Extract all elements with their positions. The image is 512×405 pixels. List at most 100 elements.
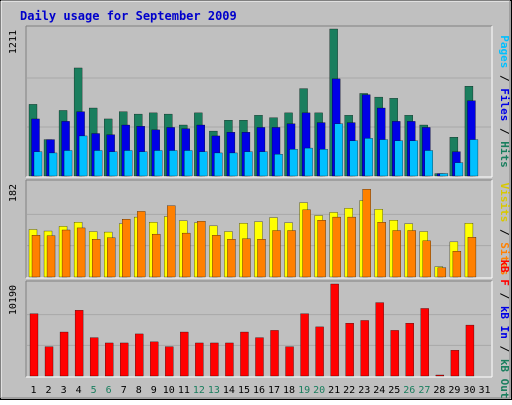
bar-kb-f-day-18 [285,346,294,377]
bar-kb-f-day-20 [315,326,324,377]
bar-pages-day-3 [63,150,73,177]
side-label-part: kB Out [498,359,511,399]
bar-sites-day-20 [317,220,326,278]
bar-kb-f-day-8 [135,333,144,377]
bar-kb-f-day-21 [330,283,339,377]
x-day-label: 19 [298,385,310,396]
bar-pages-day-1 [33,151,43,177]
bar-kb-f-day-13 [210,342,219,377]
bar-pages-day-6 [109,151,118,177]
bar-sites-day-12 [197,221,206,278]
bar-pages-day-23 [364,138,373,177]
bar-kb-f-day-22 [345,323,354,377]
x-day-label: 5 [91,385,97,396]
bar-kb-f-day-2 [44,346,54,377]
x-day-label: 7 [121,385,127,396]
bar-sites-day-18 [287,230,296,278]
side-label-part: / [498,68,511,88]
x-day-label: 10 [163,385,175,396]
bar-sites-day-1 [31,235,41,278]
bar-pages-day-20 [319,149,328,177]
bar-sites-day-11 [182,232,191,278]
bar-sites-day-27 [422,240,431,278]
side-label-part: / [498,286,511,306]
bar-sites-day-9 [152,233,161,278]
bar-kb-f-day-5 [89,337,99,377]
bar-kb-f-day-1 [29,313,39,377]
x-axis-day-labels: 1 2 3 4 5 6 7 8 9 10 11 12 13 14 15 16 17 18 19 20 21 22 23 24 2… [31,385,491,396]
x-day-label: 3 [61,385,67,396]
side-label-bottom: kB F / kB In / kB Out [498,259,511,398]
bar-pages-day-18 [289,149,298,177]
bar-kb-f-day-12 [195,342,204,377]
y-max-label-bottom: 10190 [8,285,19,315]
x-day-label: 4 [76,385,82,396]
side-label-middle: Visits / Sites [498,183,511,276]
x-day-label: 14 [223,385,235,396]
bar-kb-f-day-28 [435,374,445,377]
bar-pages-day-22 [349,140,358,177]
x-day-label: 26 [403,385,415,396]
bar-pages-day-27 [424,150,433,177]
bar-kb-f-day-16 [255,337,264,377]
side-label-part: / [498,222,511,242]
x-day-label: 22 [343,385,355,396]
bar-kb-f-day-11 [180,331,189,377]
bar-sites-day-8 [137,211,146,278]
bar-pages-day-21 [334,123,343,177]
x-day-label: 8 [136,385,142,396]
bar-sites-day-16 [257,239,266,278]
side-label-part: Hits [498,141,511,168]
bar-pages-day-2 [48,152,58,177]
bar-sites-day-30 [467,237,477,278]
bar-sites-day-7 [122,218,131,278]
side-label-part: kB F [498,259,511,286]
bar-pages-day-28 [439,173,449,177]
x-day-label: 30 [463,385,475,396]
bar-pages-day-30 [469,139,479,177]
bar-sites-day-14 [227,239,236,278]
bar-kb-f-day-19 [300,313,309,377]
bar-kb-f-day-25 [390,330,399,377]
bar-kb-f-day-24 [375,302,384,377]
side-label-part: Pages [498,35,511,68]
bar-sites-day-6 [107,237,116,278]
x-day-label: 23 [358,385,370,396]
x-day-label: 21 [328,385,340,396]
bar-pages-day-16 [259,151,268,177]
bar-kb-f-day-23 [360,320,369,377]
x-day-label: 13 [208,385,220,396]
bar-sites-day-10 [167,205,176,278]
x-day-label: 18 [283,385,295,396]
side-label-part: Visits [498,183,511,223]
x-day-label: 16 [253,385,265,396]
bar-kb-f-day-10 [165,346,174,377]
bar-kb-f-day-9 [150,341,159,377]
bar-kb-f-day-26 [405,323,414,377]
x-day-label: 17 [268,385,280,396]
bar-sites-day-26 [407,230,416,278]
bar-sites-day-17 [272,230,281,278]
bar-sites-day-5 [91,239,101,278]
panel-top: 1211 [8,25,493,178]
bar-pages-day-29 [454,162,464,177]
bar-sites-day-21 [332,216,341,278]
x-day-label: 2 [46,385,52,396]
side-label-part: kB In [498,306,511,339]
y-max-label-top: 1211 [8,30,19,54]
bar-kb-f-day-14 [225,342,234,377]
bar-pages-day-9 [154,150,163,177]
bar-pages-day-25 [394,140,403,177]
bar-pages-day-5 [93,150,103,177]
x-day-label: 12 [193,385,205,396]
x-day-label: 9 [151,385,157,396]
bar-sites-day-4 [76,227,86,278]
x-day-label: 29 [448,385,460,396]
x-day-label: 31 [478,385,490,396]
bar-pages-day-17 [274,153,283,177]
bar-kb-f-day-15 [240,331,249,377]
side-label-part: Files [498,88,511,121]
side-label-part: Sites [498,242,511,275]
